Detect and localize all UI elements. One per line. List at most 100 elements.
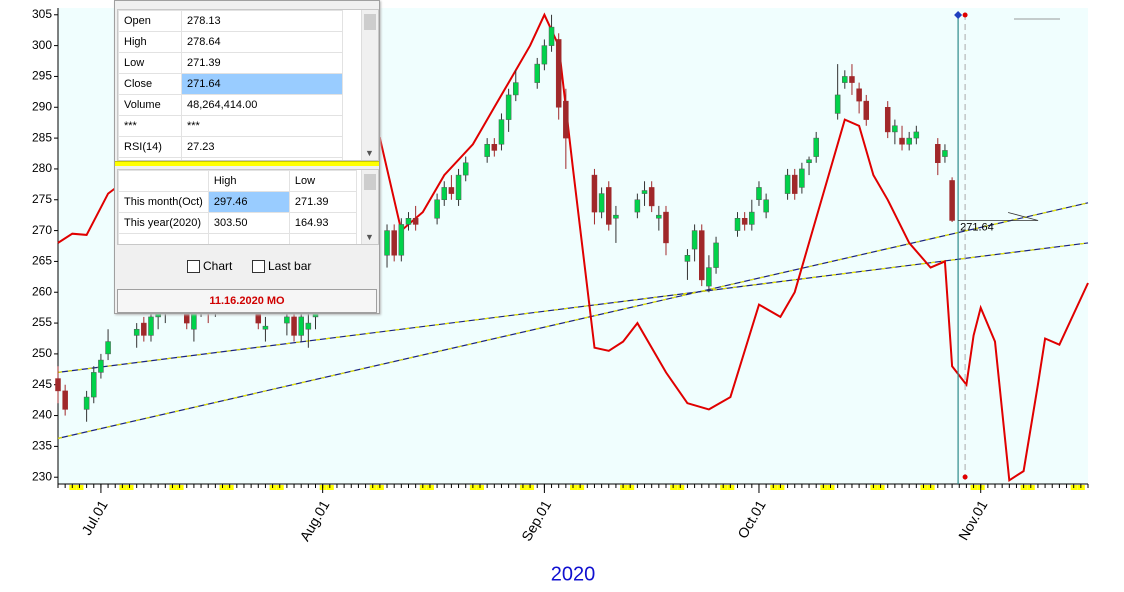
candle-body [548, 26, 555, 46]
y-tick-label: 300 [32, 38, 52, 52]
cell [207, 233, 290, 244]
range-label: This month(Oct) [118, 191, 209, 213]
candle-body [784, 174, 791, 194]
candle-body [484, 144, 490, 157]
candle-body [741, 218, 748, 225]
candle-body [791, 174, 798, 194]
candle-body [491, 144, 498, 151]
quote-row: Close 271.64 [118, 73, 343, 95]
candle-body [691, 230, 698, 250]
scrollbar[interactable]: ▼ [361, 170, 378, 244]
quote-value: *** [181, 115, 343, 137]
candle-body [763, 199, 769, 213]
x-axis-label: 2020 [551, 563, 596, 585]
cell [181, 157, 343, 160]
candle-body [513, 82, 519, 96]
candle-body [563, 100, 569, 139]
cell [118, 233, 209, 244]
range-header-cell: High [207, 170, 290, 192]
last-price-label: 271.64 [960, 221, 994, 233]
quote-row: Volume 48,264,414.00 [118, 94, 343, 116]
scrollbar[interactable]: ▼ [361, 10, 378, 160]
trendline-dash [57, 202, 1089, 439]
candle-body [262, 325, 269, 330]
candle-body [55, 378, 61, 392]
candle-body [598, 193, 605, 213]
date-label: 11.16.2020 MO [117, 289, 377, 313]
range-row: This year(2020) 303.50 164.93 [118, 212, 357, 234]
candle-body [405, 218, 412, 225]
range-header-cell: Low [288, 170, 357, 192]
candle-body [148, 316, 154, 336]
candle-body [656, 214, 662, 219]
range-table: High Low This month(Oct) 297.46 271.39 This y… [117, 169, 379, 245]
cell [288, 233, 357, 244]
y-tick-label: 230 [32, 469, 52, 483]
y-tick-label: 305 [32, 7, 52, 21]
range-value: 297.46 [207, 191, 290, 213]
quote-row: RSI(14) 27.23 [118, 136, 343, 158]
quote-label: Open [118, 10, 182, 32]
option-last-bar[interactable]: Last bar [252, 259, 311, 273]
candle-body [434, 199, 440, 219]
range-value: 303.50 [207, 212, 290, 234]
y-tick-label: 270 [32, 223, 52, 237]
x-tick-label: Aug.01 [296, 497, 332, 544]
quote-row [118, 157, 343, 160]
candle-body [298, 316, 304, 336]
quote-value: 278.13 [181, 10, 343, 32]
y-tick-label: 240 [32, 408, 52, 422]
cursor-marker [962, 474, 968, 480]
y-tick-label: 265 [32, 254, 52, 268]
quote-value: 27.23 [181, 136, 343, 158]
splitter[interactable] [115, 161, 379, 166]
candle-body [455, 174, 462, 201]
candle-body [62, 390, 68, 410]
candle-body [591, 174, 598, 213]
candle-body [634, 199, 641, 213]
candle-body [834, 94, 841, 114]
candle-body [505, 94, 512, 120]
candle-body [842, 76, 848, 83]
range-header: High Low [118, 170, 357, 192]
last-price-pointer [958, 212, 1039, 221]
range-value: 164.93 [288, 212, 357, 234]
quote-label: RSI(14) [118, 136, 182, 158]
quote-row: *** *** [118, 115, 343, 137]
candle-body [856, 88, 862, 102]
indicator-line [57, 12, 1089, 483]
candle-body [284, 316, 290, 324]
options: Chart Last bar [115, 253, 379, 279]
candle-body [448, 187, 455, 194]
option-chart[interactable]: Chart [187, 259, 232, 273]
quote-value: 278.64 [181, 31, 343, 53]
quote-row: Open 278.13 [118, 10, 343, 32]
quote-row: Low 271.39 [118, 52, 343, 74]
candle-body [555, 39, 562, 108]
x-tick-label: Jul.01 [78, 497, 111, 538]
option-label: Chart [203, 259, 233, 273]
candle-body [699, 230, 705, 281]
y-tick-label: 255 [32, 315, 52, 329]
candle-body [641, 190, 648, 194]
y-tick-label: 290 [32, 99, 52, 113]
candle-body [749, 211, 755, 225]
candle-body [398, 224, 405, 256]
y-tick-label: 260 [32, 284, 52, 298]
candle-body [462, 162, 469, 176]
candle-body [291, 316, 297, 336]
candle-body [663, 211, 669, 244]
candle-body [849, 76, 855, 83]
quote-table: Open 278.13 High 278.64 Low 271.39 Close 271.64… [117, 9, 379, 161]
candle-body [813, 137, 819, 157]
candle-body [799, 168, 805, 188]
candle-body [863, 100, 870, 120]
trendline-dash [57, 242, 1089, 373]
candle-body [942, 150, 948, 157]
candle-body [133, 328, 140, 336]
x-tick-label: Nov.01 [955, 497, 991, 543]
candle-body [534, 63, 540, 83]
quote-value: 48,264,414.00 [181, 94, 343, 116]
candle-body [412, 218, 419, 225]
